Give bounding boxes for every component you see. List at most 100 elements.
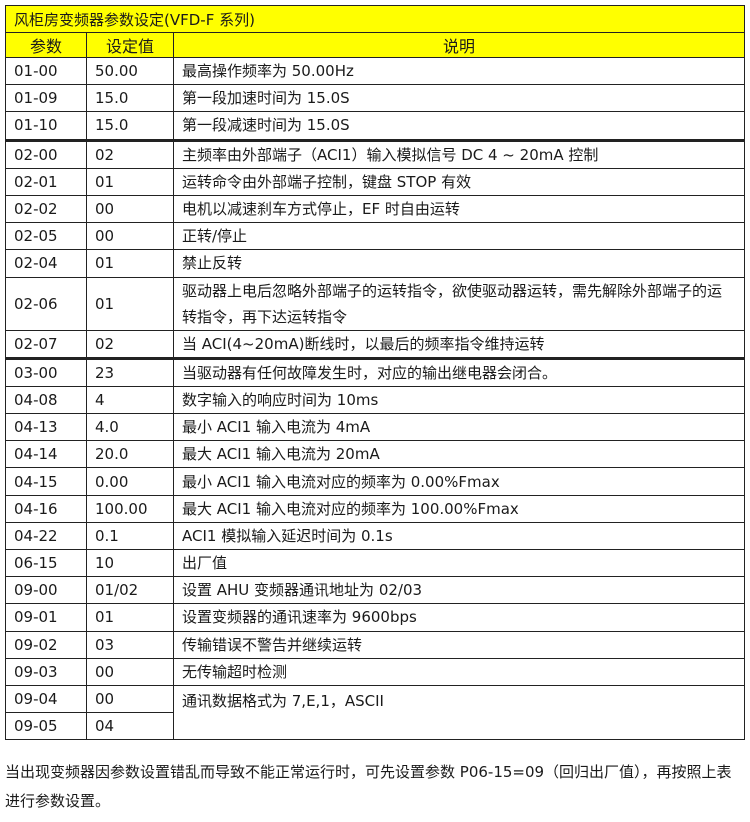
table-row: 09-05 04 <box>5 712 745 741</box>
value-cell: 4 <box>86 385 174 415</box>
desc-cell: 最小 ACI1 输入电流对应的频率为 0.00%Fmax <box>173 467 745 496</box>
value-cell: 02 <box>86 329 174 359</box>
value-cell: 03 <box>86 630 174 659</box>
value-cell: 4.0 <box>86 413 174 442</box>
param-cell: 01-09 <box>5 84 87 113</box>
table-row: 01-00 50.00 最高操作频率为 50.00Hz <box>5 56 745 86</box>
value-cell: 00 <box>86 684 174 714</box>
value-cell: 01 <box>86 167 174 196</box>
desc-cell: 最大 ACI1 输入电流为 20mA <box>173 440 745 469</box>
desc-cell: ACI1 模拟输入延迟时间为 0.1s <box>173 521 745 551</box>
header-param: 参数 <box>5 32 87 58</box>
param-cell: 02-01 <box>5 167 87 196</box>
param-cell: 04-08 <box>5 385 87 415</box>
value-cell: 15.0 <box>86 111 174 141</box>
table-row: 04-16 100.00 最大 ACI1 输入电流对应的频率为 100.00%Fma… <box>5 494 745 523</box>
param-cell: 04-15 <box>5 467 87 496</box>
param-cell: 02-02 <box>5 194 87 224</box>
param-cell: 04-14 <box>5 440 87 469</box>
param-cell: 01-00 <box>5 56 87 86</box>
table-row: 02-05 00 正转/停止 <box>5 222 745 251</box>
table-row: 01-09 15.0 第一段加速时间为 15.0S <box>5 84 745 113</box>
table-row: 02-07 02 当 ACI(4~20mA)断线时，以最后的频率指令维持运转 <box>5 329 745 359</box>
parameter-table: 风柜房变频器参数设定(VFD-F 系列) 参数 设定值 说明 01-00 50.0… <box>5 5 745 741</box>
footer-note: 当出现变频器因参数设置错乱而导致不能正常运行时，可先设置参数 P06-15=09… <box>5 763 732 810</box>
desc-cell: 运转命令由外部端子控制，键盘 STOP 有效 <box>173 167 745 196</box>
desc-cell: 通讯数据格式为 7,E,1，ASCII <box>173 684 745 741</box>
table-row: 02-01 01 运转命令由外部端子控制，键盘 STOP 有效 <box>5 167 745 196</box>
param-cell: 04-13 <box>5 413 87 442</box>
table-row: 09-00 01/02 设置 AHU 变频器通讯地址为 02/03 <box>5 576 745 605</box>
desc-cell: 无传输超时检测 <box>173 657 745 686</box>
value-cell: 10 <box>86 548 174 578</box>
desc-cell: 传输错误不警告并继续运转 <box>173 630 745 659</box>
value-cell: 04 <box>86 712 174 741</box>
value-cell: 01 <box>86 249 174 278</box>
table-row: 09-04 00 通讯数据格式为 7,E,1，ASCII <box>5 684 745 741</box>
table-row: 02-06 01 驱动器上电后忽略外部端子的运转指令，欲使驱动器运转，需先解除外部端… <box>5 276 745 331</box>
value-cell: 01 <box>86 603 174 632</box>
param-cell: 02-07 <box>5 329 87 359</box>
param-cell: 09-02 <box>5 630 87 659</box>
table-row: 09-01 01 设置变频器的通讯速率为 9600bps <box>5 603 745 632</box>
desc-cell: 电机以减速刹车方式停止，EF 时自由运转 <box>173 194 745 224</box>
desc-cell: 第一段减速时间为 15.0S <box>173 111 745 141</box>
table-row: 02-02 00 电机以减速刹车方式停止，EF 时自由运转 <box>5 194 745 224</box>
table-row: 06-15 10 出厂值 <box>5 548 745 578</box>
desc-cell: 设置变频器的通讯速率为 9600bps <box>173 603 745 632</box>
value-cell: 100.00 <box>86 494 174 523</box>
param-cell: 04-16 <box>5 494 87 523</box>
table-row: 09-03 00 无传输超时检测 <box>5 657 745 686</box>
table-row: 01-10 15.0 第一段减速时间为 15.0S <box>5 111 745 141</box>
param-cell: 02-05 <box>5 222 87 251</box>
value-cell: 20.0 <box>86 440 174 469</box>
table-title: 风柜房变频器参数设定(VFD-F 系列) <box>5 5 745 33</box>
param-cell: 03-00 <box>5 356 87 387</box>
desc-cell: 最大 ACI1 输入电流对应的频率为 100.00%Fmax <box>173 494 745 523</box>
value-cell: 00 <box>86 222 174 251</box>
desc-cell: 出厂值 <box>173 548 745 578</box>
table-row: 04-15 0.00 最小 ACI1 输入电流对应的频率为 0.00%Fmax <box>5 467 745 496</box>
value-cell: 15.0 <box>86 84 174 113</box>
desc-cell: 当驱动器有任何故障发生时，对应的输出继电器会闭合。 <box>173 356 745 387</box>
param-cell: 09-01 <box>5 603 87 632</box>
desc-cell: 驱动器上电后忽略外部端子的运转指令，欲使驱动器运转，需先解除外部端子的运转指令，… <box>173 276 745 331</box>
param-cell: 09-00 <box>5 576 87 605</box>
param-cell: 01-10 <box>5 111 87 141</box>
desc-cell: 数字输入的响应时间为 10ms <box>173 385 745 415</box>
table-row: 04-08 4 数字输入的响应时间为 10ms <box>5 385 745 415</box>
param-cell: 09-05 <box>5 712 87 741</box>
param-cell: 09-03 <box>5 657 87 686</box>
value-cell: 0.00 <box>86 467 174 496</box>
desc-cell: 当 ACI(4~20mA)断线时，以最后的频率指令维持运转 <box>173 329 745 359</box>
param-cell: 02-04 <box>5 249 87 278</box>
table-row: 09-02 03 传输错误不警告并继续运转 <box>5 630 745 659</box>
desc-cell: 禁止反转 <box>173 249 745 278</box>
param-cell: 04-22 <box>5 521 87 551</box>
desc-cell: 主频率由外部端子（ACI1）输入模拟信号 DC 4 ~ 20mA 控制 <box>173 138 745 169</box>
param-cell: 02-00 <box>5 138 87 169</box>
table-row: 02-04 01 禁止反转 <box>5 249 745 278</box>
param-cell: 02-06 <box>5 276 87 331</box>
header-desc: 说明 <box>173 32 745 58</box>
table-row: 04-22 0.1 ACI1 模拟输入延迟时间为 0.1s <box>5 521 745 551</box>
desc-cell: 设置 AHU 变频器通讯地址为 02/03 <box>173 576 745 605</box>
value-cell: 0.1 <box>86 521 174 551</box>
value-cell: 01/02 <box>86 576 174 605</box>
table-row: 02-00 02 主频率由外部端子（ACI1）输入模拟信号 DC 4 ~ 20mA … <box>5 138 745 169</box>
desc-cell: 第一段加速时间为 15.0S <box>173 84 745 113</box>
param-cell: 06-15 <box>5 548 87 578</box>
header-value: 设定值 <box>86 32 174 58</box>
desc-cell: 正转/停止 <box>173 222 745 251</box>
desc-cell: 最高操作频率为 50.00Hz <box>173 56 745 86</box>
table-row: 04-13 4.0 最小 ACI1 输入电流为 4mA <box>5 413 745 442</box>
value-cell: 01 <box>86 276 174 331</box>
value-cell: 02 <box>86 138 174 169</box>
table-row: 03-00 23 当驱动器有任何故障发生时，对应的输出继电器会闭合。 <box>5 356 745 387</box>
table-title-row: 风柜房变频器参数设定(VFD-F 系列) <box>5 5 745 33</box>
table-header-row: 参数 设定值 说明 <box>5 32 745 58</box>
value-cell: 50.00 <box>86 56 174 86</box>
param-cell: 09-04 <box>5 684 87 714</box>
value-cell: 23 <box>86 356 174 387</box>
desc-cell: 最小 ACI1 输入电流为 4mA <box>173 413 745 442</box>
